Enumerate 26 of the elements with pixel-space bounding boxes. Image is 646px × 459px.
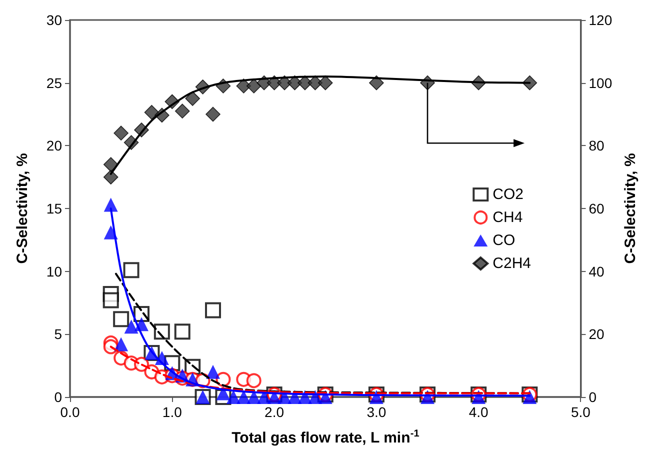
y-tick-label: 0	[54, 389, 62, 405]
y-tick-label: 30	[46, 12, 62, 28]
x-tick-label: 5.0	[571, 404, 591, 420]
x-tick-label: 3.0	[366, 404, 386, 420]
y2-tick-label: 120	[588, 12, 612, 28]
y2-tick-label: 80	[588, 138, 605, 154]
y2-tick-label: 20	[588, 326, 605, 342]
y-tick-label: 20	[46, 138, 62, 154]
y-tick-label: 5	[54, 326, 62, 342]
y2-tick-label: 0	[588, 389, 597, 405]
y2-tick-label: 40	[588, 263, 605, 280]
y2-tick-label: 100	[588, 74, 612, 91]
y-tick-label: 10	[46, 263, 62, 280]
y2-axis-title: C-Selectivity, %	[622, 153, 639, 264]
x-tick-label: 4.0	[468, 404, 489, 420]
legend-label: CO2	[492, 186, 524, 203]
y-tick-label: 25	[46, 74, 62, 91]
legend-label: C2H4	[492, 255, 532, 272]
y-tick-label: 15	[46, 200, 62, 216]
legend-label: CO	[492, 232, 516, 249]
legend-label: CH4	[492, 209, 523, 226]
x-tick-label: 0.0	[60, 404, 80, 420]
x-tick-label: 1.0	[162, 404, 182, 420]
y-axis-title: C-Selectivity, %	[14, 153, 31, 264]
y2-tick-label: 60	[588, 200, 605, 216]
x-tick-label: 2.0	[264, 404, 284, 420]
